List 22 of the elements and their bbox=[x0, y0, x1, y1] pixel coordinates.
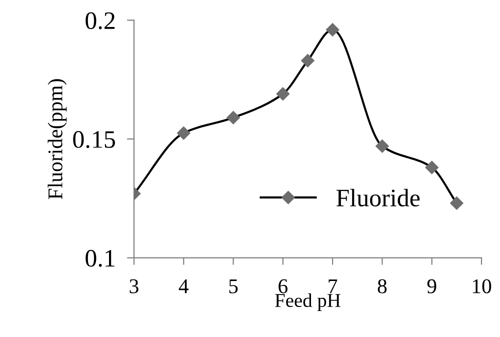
point bbox=[376, 140, 389, 153]
x-tick-label: 10 bbox=[472, 279, 492, 294]
x-tick-label: 8 bbox=[378, 279, 387, 294]
x-tick-label: 6 bbox=[278, 279, 288, 294]
point bbox=[226, 111, 240, 124]
point bbox=[450, 196, 464, 210]
point bbox=[425, 160, 438, 174]
x-tick-label: 5 bbox=[229, 279, 238, 294]
y-tick-label: 0.2 bbox=[86, 12, 115, 30]
y-tick-label: 0.15 bbox=[73, 131, 115, 148]
legend-label: Fluoride bbox=[336, 188, 420, 206]
x-axis-title: Feed pH bbox=[275, 293, 340, 311]
y-axis-title: Fluoride(ppm) bbox=[48, 79, 67, 200]
point bbox=[301, 54, 314, 68]
x-tick-label: 7 bbox=[328, 279, 338, 294]
x-tick-label: 3 bbox=[130, 279, 138, 294]
x-tick-label: 9 bbox=[427, 279, 436, 294]
x-tick-label: 4 bbox=[178, 279, 189, 294]
point bbox=[326, 23, 340, 36]
point bbox=[276, 87, 290, 100]
y-tick-label: 0.1 bbox=[86, 250, 114, 267]
point bbox=[177, 126, 190, 140]
